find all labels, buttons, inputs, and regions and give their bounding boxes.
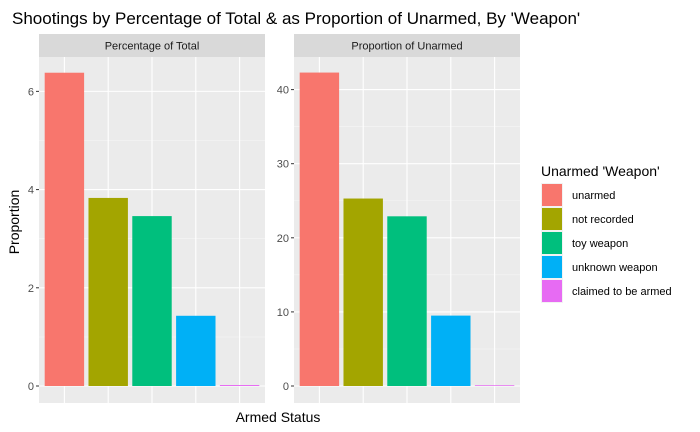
legend-label: unknown weapon [572, 262, 658, 274]
y-tick-label: 30 [277, 159, 289, 171]
y-tick-label: 6 [28, 86, 34, 98]
legend-item-unarmed: unarmed [541, 183, 615, 207]
legend-title: Unarmed 'Weapon' [541, 163, 660, 179]
y-tick-label: 40 [277, 85, 289, 97]
bar-unarmed [44, 72, 85, 386]
bar-toy-weapon [132, 216, 172, 386]
legend-label: toy weapon [572, 238, 628, 250]
legend-swatch [542, 256, 562, 278]
y-tick-label: 0 [283, 381, 289, 393]
chart-title: Shootings by Percentage of Total & as Pr… [12, 9, 580, 28]
facet-strip-label: Percentage of Total [105, 41, 200, 53]
bar-claimed-to-be-armed [474, 385, 515, 386]
facet-strip [39, 34, 265, 57]
legend-item-not-recorded: not recorded [541, 207, 634, 231]
bar-not-recorded [343, 198, 383, 386]
legend-swatch [542, 232, 562, 254]
facet-strip [294, 34, 520, 57]
bar-not-recorded [88, 197, 128, 386]
panel-1: Percentage of Total 0 2 4 6 [28, 34, 265, 403]
bar-unknown-weapon [176, 315, 216, 386]
y-axis-title: Proportion [6, 190, 22, 255]
legend-label: claimed to be armed [572, 286, 672, 298]
bar-unarmed [299, 72, 340, 386]
y-tick-label: 20 [277, 233, 289, 245]
panel-2: Proportion of Unarmed 0 10 20 30 40 [277, 34, 520, 403]
y-tick-label: 10 [277, 307, 289, 319]
bar-unknown-weapon [431, 315, 471, 386]
legend-items: unarmed not recorded toy weapon unknown wea… [541, 183, 672, 303]
bar-claimed-to-be-armed [219, 385, 260, 386]
legend-item-toy-weapon: toy weapon [541, 231, 628, 255]
legend-item-unknown-weapon: unknown weapon [541, 255, 658, 279]
y-tick-label: 0 [28, 381, 34, 393]
legend: Unarmed 'Weapon' unarmed not recorded toy … [541, 163, 672, 303]
facet-strip-label: Proportion of Unarmed [351, 41, 462, 53]
x-axis-title: Armed Status [236, 409, 321, 425]
y-tick-label: 4 [28, 185, 34, 197]
legend-swatch [542, 208, 562, 230]
y-tick-label: 2 [28, 283, 34, 295]
legend-item-claimed-to-be-armed: claimed to be armed [541, 279, 672, 303]
legend-label: not recorded [572, 214, 634, 226]
legend-swatch [542, 280, 562, 302]
legend-label: unarmed [572, 190, 615, 202]
bar-toy-weapon [387, 216, 427, 386]
legend-swatch [542, 184, 562, 206]
facet-panels: Percentage of Total 0 2 4 6 Proportion of Una… [28, 34, 520, 403]
